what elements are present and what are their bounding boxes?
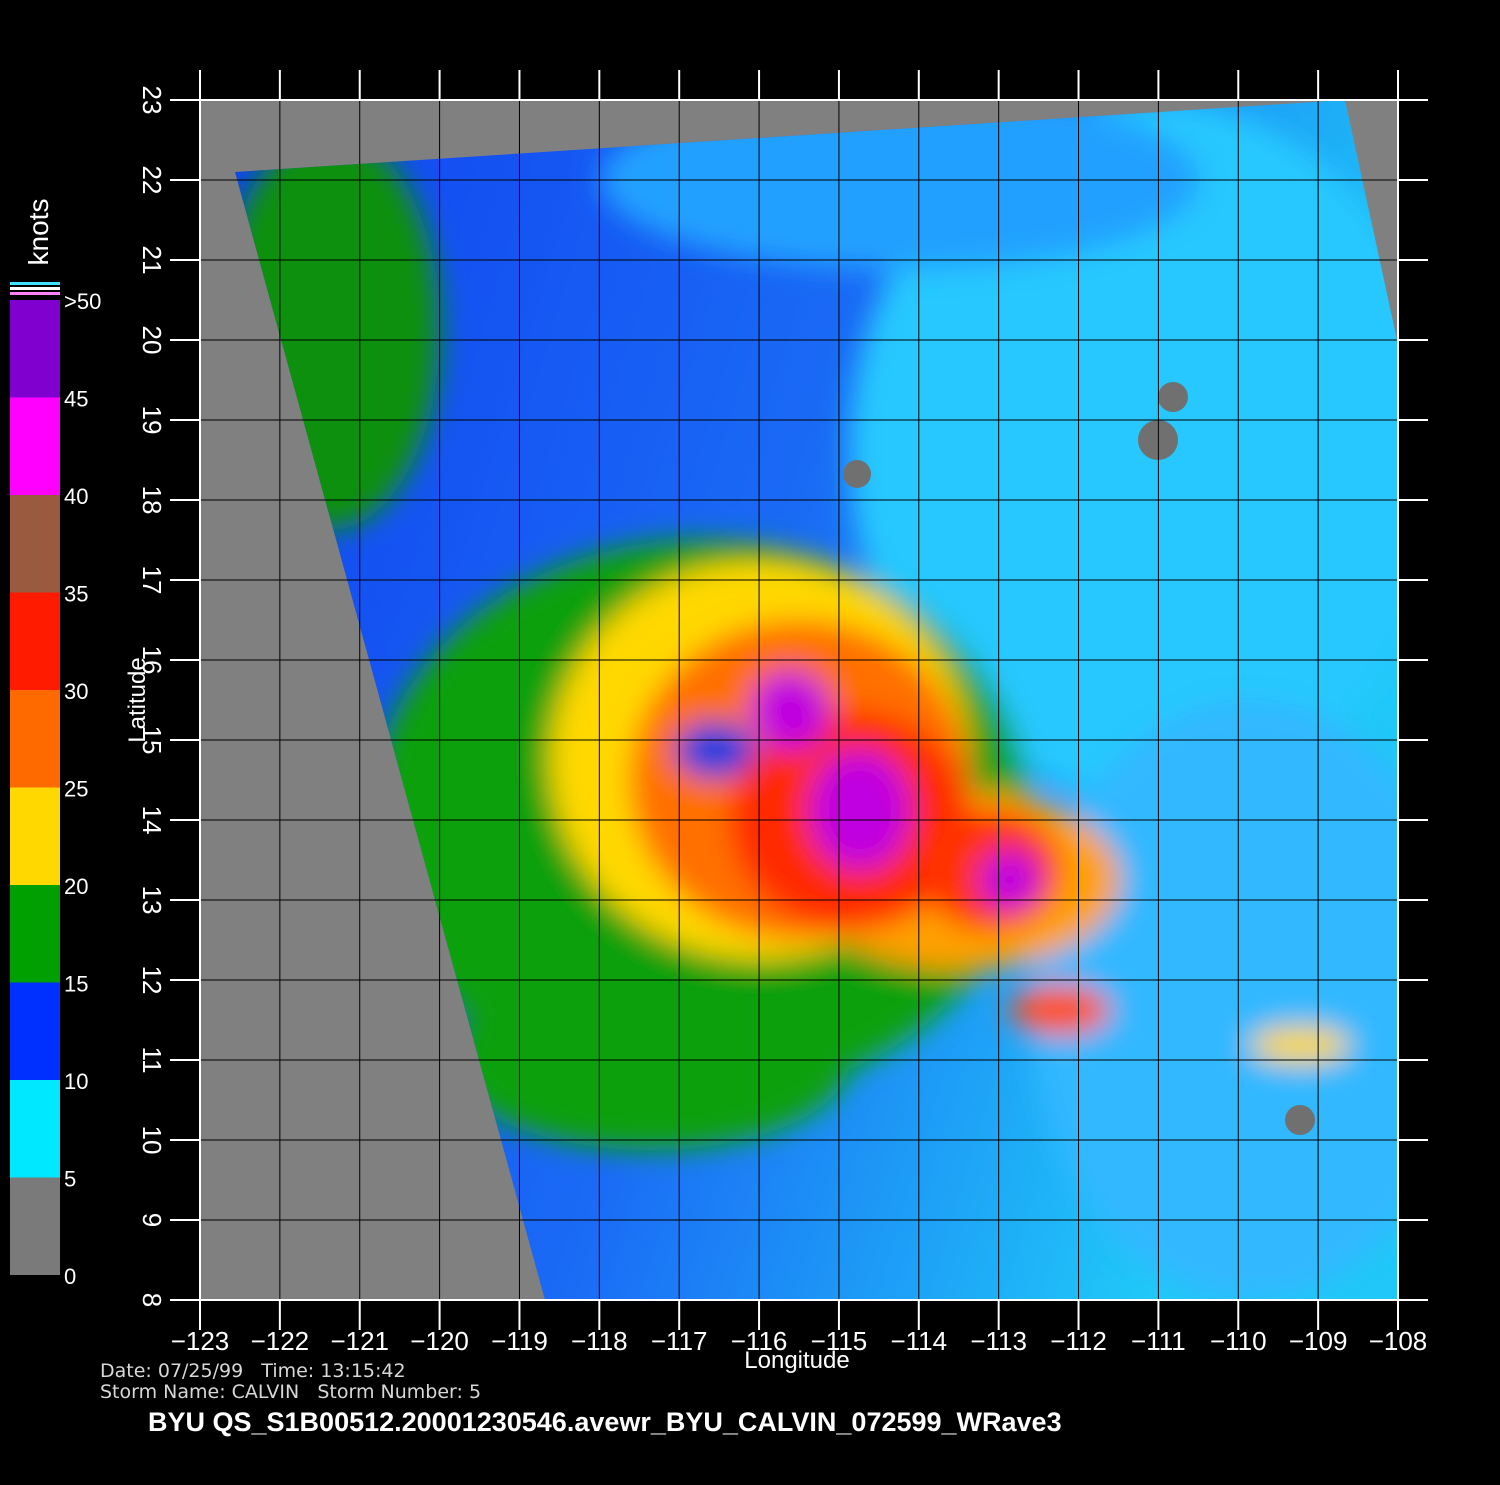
colorbar-tick-label: 45 — [64, 386, 88, 411]
colorbar-segment — [10, 885, 60, 983]
y-tick-label: 12 — [137, 966, 167, 995]
y-tick-label: 17 — [137, 566, 167, 595]
colorbar-tick-label: 40 — [64, 484, 88, 509]
colorbar-tick-label: 20 — [64, 874, 88, 899]
x-tick-label: −108 — [1369, 1326, 1428, 1356]
x-axis-label: Longitude — [744, 1347, 849, 1374]
colorbar-segment — [10, 1080, 60, 1178]
y-tick-label: 23 — [137, 86, 167, 115]
colorbar: 0 5 10 15 20 25 30 35 40 45 >50 — [10, 282, 101, 1289]
colorbar-tick-label: 10 — [64, 1069, 88, 1094]
y-tick-label: 11 — [137, 1047, 167, 1074]
y-axis-label: Latitude — [124, 657, 151, 742]
y-tick-label: 20 — [137, 326, 167, 355]
x-tick-label: −115 — [811, 1326, 868, 1356]
y-tick-label: 22 — [137, 166, 167, 195]
y-tick-label: 14 — [137, 806, 167, 835]
wind-field — [235, 100, 1398, 1300]
colorbar-segment — [10, 690, 60, 788]
colorbar-tick-label: >50 — [64, 289, 101, 314]
x-tick-label: −120 — [410, 1326, 469, 1356]
x-tick-label: −111 — [1131, 1326, 1186, 1356]
x-tick-label: −122 — [251, 1326, 310, 1356]
x-tick-label: −109 — [1289, 1326, 1348, 1356]
x-tick-label: −116 — [731, 1326, 788, 1356]
colorbar-tick-label: 35 — [64, 581, 88, 606]
y-tick-label: 13 — [137, 886, 167, 915]
x-tick-label: −118 — [571, 1326, 628, 1356]
y-tick-label: 19 — [137, 406, 167, 435]
plot-frame — [199, 99, 1399, 1301]
y-tick-label: 8 — [137, 1293, 167, 1307]
y-tick-label: 15 — [137, 726, 167, 755]
x-tick-label: −113 — [970, 1326, 1027, 1356]
file-title: BYU QS_S1B00512.20001230546.avewr_BYU_CA… — [148, 1407, 1062, 1437]
x-tick-label: −117 — [651, 1326, 708, 1356]
x-tick-label: −112 — [1050, 1326, 1107, 1356]
y-tick-label: 9 — [137, 1213, 167, 1227]
x-tick-label: −123 — [171, 1326, 230, 1356]
colorbar-segment — [10, 592, 60, 690]
colorbar-tick-label: 25 — [64, 776, 88, 801]
storm-annotation: Storm Name: CALVIN Storm Number: 5 — [100, 1381, 481, 1403]
y-tick-label: 16 — [137, 646, 167, 675]
colorbar-label: knots — [23, 199, 54, 266]
y-tick-label: 18 — [137, 486, 167, 515]
colorbar-segment — [10, 787, 60, 885]
y-tick-label: 21 — [137, 246, 167, 275]
colorbar-segment — [10, 982, 60, 1080]
colorbar-tick-label: 15 — [64, 971, 88, 996]
y-tick-label: 10 — [137, 1126, 167, 1155]
colorbar-segment — [10, 495, 60, 593]
colorbar-tick-label: 0 — [64, 1264, 76, 1289]
x-tick-label: −114 — [890, 1326, 947, 1356]
date-annotation: Date: 07/25/99 Time: 13:15:42 — [100, 1360, 406, 1382]
ticks: −123 −122 −121 −120 −119 −118 −117 −116 −115 −114… — [137, 70, 1428, 1356]
x-tick-label: −110 — [1210, 1326, 1267, 1356]
colorbar-segment — [10, 397, 60, 495]
colorbar-segment — [10, 1177, 60, 1275]
x-tick-label: −121 — [330, 1326, 389, 1356]
colorbar-tick-label: 5 — [64, 1166, 76, 1191]
x-tick-label: −119 — [491, 1326, 548, 1356]
colorbar-segment — [10, 300, 60, 398]
colorbar-tick-label: 30 — [64, 679, 88, 704]
